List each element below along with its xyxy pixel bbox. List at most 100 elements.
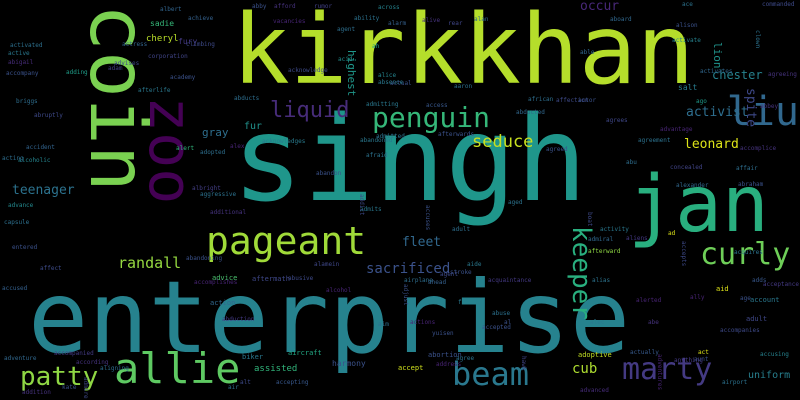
cloud-word: acquaintance (488, 277, 532, 284)
cloud-word: uniform (748, 370, 791, 381)
cloud-word: affair (736, 165, 758, 172)
cloud-word: adding (66, 69, 88, 76)
cloud-word: ad (668, 230, 676, 237)
cloud-word: alcoholic (18, 157, 51, 164)
cloud-word: ahead (428, 279, 447, 286)
cloud-word: allie (114, 344, 241, 393)
cloud-word: activate (672, 37, 701, 44)
cloud-word: activity (600, 226, 629, 233)
cloud-word: activist (686, 105, 749, 120)
cloud-word: across (378, 4, 400, 11)
cloud-word: aaron (454, 83, 473, 90)
cloud-word: admits (360, 206, 382, 213)
cloud-word: aftermath (252, 275, 290, 283)
cloud-word: actor (578, 97, 597, 104)
cloud-word: aliens (626, 235, 648, 242)
cloud-word: adjust (402, 284, 409, 306)
cloud-word: abigail (8, 59, 34, 66)
cloud-word: airplane (404, 277, 433, 284)
cloud-word: alex (230, 143, 245, 150)
cloud-word: action (210, 299, 236, 307)
cloud-word: adventure (4, 355, 37, 362)
cloud-word: afterlife (138, 87, 171, 94)
cloud-word: liquid (270, 98, 350, 123)
cloud-word: accused (2, 285, 28, 292)
cloud-word: actually (630, 349, 659, 356)
cloud-word: abbey (760, 103, 779, 110)
cloud-word: affection (556, 97, 589, 104)
cloud-word: teenager (12, 183, 75, 198)
cloud-word: alamein (314, 261, 340, 268)
cloud-word: alice (378, 72, 397, 79)
cloud-word: chester (712, 68, 763, 82)
cloud-word: active (8, 50, 30, 57)
cloud-word: accomplice (740, 145, 777, 152)
cloud-word: act (698, 349, 709, 356)
cloud-word: acknowledge (288, 67, 328, 74)
cloud-word: f (458, 299, 462, 306)
cloud-word: liu (726, 89, 799, 135)
cloud-word: achieve (188, 15, 214, 22)
cloud-word: boat (586, 212, 593, 227)
cloud-word: african (528, 96, 554, 103)
cloud-word: aide (467, 261, 482, 268)
cloud-word: admiral (588, 236, 614, 243)
cloud-word: age (740, 295, 751, 302)
cloud-word: absence (378, 79, 404, 86)
cloud-word: accepts (680, 241, 687, 267)
cloud-word: acting (2, 155, 24, 162)
cloud-word: agreement (638, 137, 671, 144)
cloud-word: advantage (660, 126, 693, 133)
cloud-word: alarm (388, 20, 407, 27)
cloud-word: biker (242, 353, 264, 361)
cloud-word: accompanies (720, 327, 760, 334)
cloud-word: alt (240, 379, 251, 386)
cloud-word: fur (244, 121, 263, 132)
cloud-word: admitting (366, 101, 399, 108)
cloud-word: alias (592, 277, 611, 284)
cloud-word: adoptive (578, 351, 612, 359)
cloud-word: agent (337, 26, 356, 33)
cloud-word: abducts (234, 95, 260, 102)
cloud-word: patty (20, 362, 99, 392)
cloud-word: abraham (738, 181, 764, 188)
cloud-word: enterprise (28, 259, 631, 376)
cloud-word: aircraft (288, 349, 322, 357)
cloud-word: abe (648, 319, 659, 326)
cloud-word: acquires (734, 249, 763, 256)
cloud-word: abby (252, 3, 267, 10)
cloud-word: capsule (4, 219, 30, 226)
cloud-word: adam (108, 65, 123, 72)
cloud-word: accepting (276, 379, 309, 386)
cloud-word: aligning (100, 365, 129, 372)
cloud-word: acknowledges (262, 138, 306, 145)
cloud-word: addict (358, 194, 365, 216)
cloud-word: according (76, 359, 109, 366)
cloud-word: stroke (450, 269, 472, 276)
cloud-word: affect (40, 265, 62, 272)
cloud-word: agent (440, 271, 459, 278)
cloud-word: rumor (314, 3, 333, 10)
cloud-word: fleet (402, 235, 442, 250)
cloud-word: aid (716, 285, 729, 293)
cloud-word: anything (674, 357, 703, 364)
cloud-word: afraid (366, 152, 388, 159)
cloud-word: acid (338, 56, 353, 63)
cloud-word: aim (378, 321, 389, 328)
cloud-word: kirkkhan (232, 0, 695, 106)
cloud-word: agreeing (768, 71, 797, 78)
cloud-word: airport (722, 379, 748, 386)
cloud-word: account (750, 296, 780, 304)
cloud-word: kate (62, 384, 77, 391)
cloud-word: cheryl (146, 34, 179, 44)
cloud-word: alive (422, 17, 441, 24)
cloud-word: accuses (424, 205, 431, 231)
cloud-word: ago (696, 98, 707, 105)
cloud-word: pageant (206, 219, 367, 263)
cloud-word: accompany (6, 70, 39, 77)
cloud-word: corporation (148, 53, 188, 60)
cloud-word: climbing (186, 41, 215, 48)
cloud-word: aged (508, 199, 523, 206)
cloud-word: accident (26, 144, 55, 151)
cloud-word: abuse (492, 310, 511, 317)
